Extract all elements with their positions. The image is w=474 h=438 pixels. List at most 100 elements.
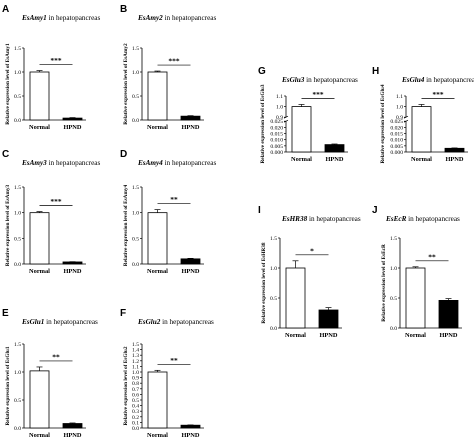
x-category-label: HPND [319, 332, 337, 339]
y-tick-label: 1.1 [276, 94, 283, 100]
significance-label: *** [50, 56, 62, 65]
y-tick-label: 0.5 [270, 296, 277, 302]
x-category-label: Normal [291, 156, 312, 163]
panel-title: EsHR38 in hepatopancreas [281, 215, 361, 223]
panel-title: EsAmy2 in hepatopancreas [137, 14, 216, 22]
x-category-label: Normal [405, 332, 426, 339]
y-tick-label: 0.0 [390, 326, 397, 332]
y-tick-label: 0.005 [270, 144, 283, 150]
title-suffix: in hepatopancreas [47, 159, 101, 167]
y-tick-label: 0.0 [14, 262, 21, 268]
y-tick-label: 0.0 [132, 262, 139, 268]
y-tick-label: 0.000 [390, 150, 403, 156]
x-category-label: Normal [29, 432, 50, 438]
significance-label: *** [168, 57, 180, 66]
panel-title: EsAmy4 in hepatopancreas [137, 159, 216, 167]
y-tick-label: 1.0 [276, 105, 283, 111]
bar-hpnd [438, 299, 459, 329]
y-axis-title: Relative expression level of EsGlu2 [123, 346, 129, 425]
y-tick-label: 0.015 [390, 132, 403, 138]
title-suffix: in hepatopancreas [44, 318, 98, 326]
y-tick-label: 1.5 [390, 236, 397, 242]
panel-a: A EsAmy1 in hepatopancreas 0.0 0.5 1.0 1.5Rel… [2, 4, 100, 131]
y-tick-label: 0.2 [132, 415, 139, 421]
y-tick-label: 0.5 [14, 236, 21, 242]
panel-label: C [2, 149, 9, 160]
y-tick-label: 0.5 [14, 94, 21, 100]
title-gene: EsEcR [385, 215, 407, 223]
y-tick-label: 0.010 [270, 138, 283, 144]
y-tick-label: 1.0 [390, 266, 397, 272]
y-tick-label: 0.0 [14, 426, 21, 432]
panel-d: D EsAmy4 in hepatopancreas 0.0 0.5 1.0 1.5Rel… [120, 149, 216, 275]
title-gene: EsGlu2 [137, 318, 161, 326]
title-suffix: in hepatopancreas [406, 215, 460, 223]
y-tick-label: 0.5 [14, 398, 21, 404]
y-axis-title: Relative expression level of EsGlu4 [380, 84, 386, 163]
y-tick-label: 1.5 [270, 236, 277, 242]
title-gene: EsAmy2 [137, 14, 163, 22]
bar-hpnd [324, 144, 345, 153]
x-category-label: Normal [147, 432, 168, 438]
y-tick-label: 1.5 [14, 185, 21, 191]
bar-normal [291, 106, 312, 153]
x-category-label: HPND [445, 156, 463, 163]
bar-hpnd [180, 424, 201, 429]
y-tick-label: 1.0 [14, 370, 21, 376]
y-tick-label: 0.025 [390, 119, 403, 125]
y-tick-label: 1.5 [14, 342, 21, 348]
panel-label: A [2, 4, 9, 15]
title-gene: EsHR38 [281, 215, 308, 223]
panel-label: D [120, 149, 127, 160]
y-tick-label: 0.4 [132, 404, 139, 410]
title-suffix: in hepatopancreas [304, 76, 358, 84]
bar-hpnd [180, 258, 201, 265]
title-gene: EsAmy3 [21, 159, 47, 167]
y-tick-label: 0.7 [132, 387, 139, 393]
panel-title: EsGlu3 in hepatopancreas [281, 76, 358, 84]
panel-label: E [2, 308, 9, 319]
bar-normal [285, 267, 306, 329]
title-gene: EsAmy4 [137, 159, 163, 167]
panel-h: H EsGlu4 in hepatopancreas 0.0000.0050.010… [372, 66, 474, 164]
significance-label: *** [312, 90, 324, 99]
significance-label: ** [170, 356, 178, 365]
y-tick-label: 0.9 [132, 376, 139, 382]
bar-normal [147, 71, 168, 121]
y-axis-title: Relative expression level of EsEcR [381, 244, 387, 322]
x-category-label: HPND [181, 432, 199, 438]
x-category-label: Normal [147, 124, 168, 131]
panel-title: EsEcR in hepatopancreas [385, 215, 460, 223]
y-axis-title: Relative expression level of EsGlu3 [260, 84, 266, 163]
panel-i: I EsHR38 in hepatopancreas 0.0 0.5 1.0 1.5Rel… [258, 205, 361, 339]
panel-title: EsGlu2 in hepatopancreas [137, 318, 214, 326]
panel-title: EsAmy3 in hepatopancreas [21, 159, 100, 167]
title-suffix: in hepatopancreas [163, 14, 217, 22]
panel-label: H [372, 66, 379, 77]
bar-hpnd [444, 147, 465, 153]
y-tick-label: 1.1 [132, 364, 139, 370]
x-category-label: HPND [325, 156, 343, 163]
x-category-label: Normal [147, 268, 168, 275]
title-gene: EsGlu4 [401, 76, 425, 84]
x-category-label: HPND [439, 332, 457, 339]
y-tick-label: 1.3 [132, 353, 139, 359]
x-category-label: HPND [181, 124, 199, 131]
x-category-label: HPND [181, 268, 199, 275]
title-gene: EsAmy1 [21, 14, 47, 22]
y-tick-label: 1.1 [396, 94, 403, 100]
bar-normal [29, 71, 50, 121]
panel-c: C EsAmy3 in hepatopancreas 0.0 0.5 1.0 1.5Rel… [2, 149, 100, 275]
y-tick-label: 1.4 [132, 348, 139, 354]
panel-label: B [120, 4, 127, 15]
y-tick-label: 0.0 [14, 118, 21, 124]
y-tick-label: 1.0 [132, 370, 139, 376]
title-suffix: in hepatopancreas [47, 14, 101, 22]
significance-label: ** [428, 252, 436, 261]
y-tick-label: 0.015 [270, 132, 283, 138]
y-axis-title: Relative expression level of EsAmy2 [123, 43, 129, 125]
y-tick-label: 0.005 [390, 144, 403, 150]
y-tick-label: 1.5 [132, 46, 139, 52]
panel-title: EsAmy1 in hepatopancreas [21, 14, 100, 22]
